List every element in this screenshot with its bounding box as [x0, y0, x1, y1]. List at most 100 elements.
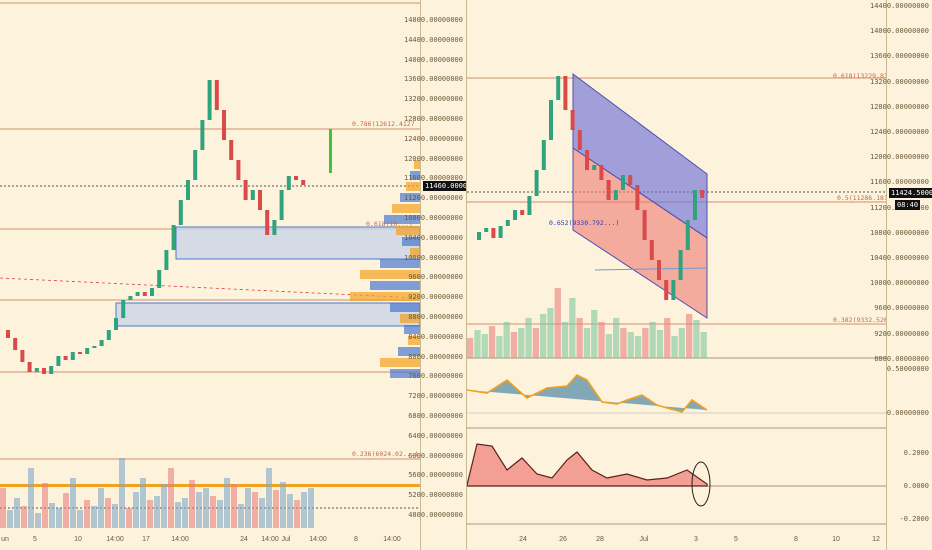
- price-tick: 14400.00000000: [869, 2, 929, 10]
- price-tick: 5200.00000000: [408, 491, 463, 500]
- candle: [549, 100, 553, 140]
- candle: [520, 210, 525, 215]
- candle: [664, 280, 669, 300]
- time-tick: 5: [734, 536, 738, 543]
- time-tick: 24: [519, 536, 527, 543]
- countdown-flag: 08:40: [895, 200, 921, 210]
- candle: [491, 228, 496, 238]
- right-price-axis[interactable]: 14400.00000000 14000.00000000 13600.000000…: [870, 0, 932, 550]
- volume-bar: [686, 314, 693, 358]
- volume-bar: [656, 330, 664, 358]
- volume-bar: [510, 332, 518, 358]
- candle: [286, 176, 291, 190]
- time-tick: un: [1, 536, 9, 543]
- price-tick: 11600.00000000: [869, 178, 929, 187]
- price-tick: 9200.00000000: [874, 329, 929, 338]
- time-axis: un 5 10 14:00 17 14:00 24 14:00 Jul 14:00 8 14:00 24…: [0, 536, 932, 550]
- candle: [42, 368, 46, 374]
- volume-profile-bar: [392, 204, 420, 213]
- volume-profile-bar: [398, 347, 420, 356]
- demand-zone-box-lower: [115, 302, 420, 327]
- volume-bar: [0, 488, 6, 528]
- volume-bar: [238, 504, 244, 528]
- volume-bar: [259, 498, 265, 528]
- price-tick: 8800.00000000: [874, 354, 929, 363]
- time-tick: 14:00: [106, 536, 124, 543]
- volume-bar: [105, 498, 111, 528]
- left-price-axis[interactable]: 14800.00000000 14400.00000000 14000.000000…: [404, 0, 487, 550]
- candle: [484, 228, 489, 232]
- volume-bar: [613, 318, 620, 358]
- volume-bar: [203, 488, 209, 528]
- candle: [621, 175, 625, 190]
- price-tick: 12400.00000000: [403, 134, 463, 143]
- time-tick: 5: [33, 536, 37, 543]
- candle: [214, 80, 219, 110]
- volume-bar: [63, 493, 69, 528]
- candle: [99, 340, 104, 346]
- candle: [505, 220, 510, 226]
- time-tick: 28: [596, 536, 604, 543]
- candle: [527, 196, 532, 215]
- indicator-tick: 0.00000000: [886, 409, 929, 417]
- time-tick: Jul: [639, 536, 649, 543]
- fib-label: 0.5(11286.18197326): [837, 194, 887, 202]
- volume-bar: [119, 458, 125, 528]
- candle: [78, 352, 82, 354]
- indicator-tick: -0.2000: [899, 515, 929, 523]
- price-tick: 12000.00000000: [869, 153, 929, 162]
- volume-bar: [576, 318, 583, 358]
- volume-bar: [671, 336, 678, 358]
- left-chart-canvas[interactable]: [0, 0, 420, 550]
- candle: [135, 292, 140, 296]
- time-tick: 26: [559, 536, 567, 543]
- candle: [279, 190, 284, 220]
- volume-bar: [700, 332, 707, 358]
- price-tick: 7200.00000000: [408, 392, 463, 401]
- volume-profile-bar: [402, 237, 420, 246]
- price-tick: 12800.00000000: [869, 102, 929, 111]
- volume-bar: [42, 483, 48, 528]
- volume-bar: [547, 308, 554, 358]
- left-chart-pane[interactable]: 0.786(12612.4127 0.618(10...) 0.236(6024…: [0, 0, 420, 550]
- price-tick: 4800.00000000: [408, 511, 463, 519]
- indicator-1-area: [467, 374, 708, 413]
- candle: [272, 220, 277, 235]
- candle: [541, 140, 546, 170]
- candle: [56, 356, 61, 366]
- price-tick: 10400.00000000: [403, 233, 463, 242]
- volume-profile-bar: [400, 314, 420, 323]
- price-tick: 11600.00000000: [403, 174, 463, 183]
- candle: [193, 150, 198, 180]
- volume-bar: [598, 322, 605, 358]
- candle: [642, 210, 647, 240]
- candle: [678, 250, 683, 280]
- volume-bar: [210, 496, 216, 528]
- volume-bar: [266, 468, 272, 528]
- right-chart-canvas[interactable]: [467, 0, 887, 550]
- candle: [128, 296, 133, 300]
- volume-profile-bar: [390, 303, 420, 312]
- candle: [671, 280, 676, 300]
- descending-channel-lower: [572, 147, 708, 319]
- volume-bar: [561, 322, 569, 358]
- candle: [577, 130, 582, 150]
- price-tick: 8400.00000000: [408, 332, 463, 341]
- price-tick: 9200.00000000: [408, 293, 463, 302]
- candle: [106, 330, 111, 340]
- time-tick: 8: [794, 536, 798, 543]
- price-tick: 10800.00000000: [869, 228, 929, 237]
- fib-label: 0.618(10...): [366, 220, 413, 228]
- price-tick: 13600.00000000: [869, 52, 929, 61]
- right-chart-pane[interactable]: 0.618(13229.83774880) 0.5(11286.18197326…: [466, 0, 887, 550]
- time-tick: 17: [142, 536, 150, 543]
- volume-bar: [301, 492, 307, 528]
- fib-label: 0.618(13229.83774880): [833, 72, 887, 80]
- candle: [92, 346, 97, 348]
- volume-profile-bar: [406, 182, 420, 191]
- volume-bar: [503, 322, 510, 358]
- indicator-tick: 0.2000: [903, 449, 929, 457]
- candle: [592, 165, 597, 170]
- candle: [6, 330, 10, 338]
- candle: [556, 76, 561, 100]
